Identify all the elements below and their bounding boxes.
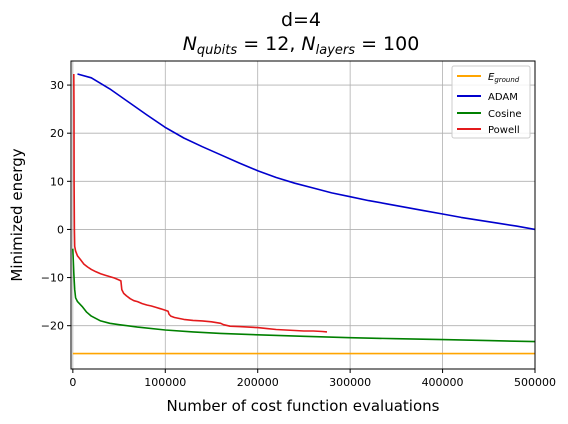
y-tick-label: 10 [50, 175, 64, 188]
subtitle-n1: N [183, 33, 197, 55]
legend: Eground ADAM Cosine Powell [451, 65, 531, 139]
x-tick-label: 300000 [329, 376, 371, 389]
subtitle-eq2: = 100 [355, 33, 419, 55]
subtitle-n2-sub: layers [316, 43, 356, 58]
legend-label-ground: Eground [488, 72, 520, 84]
x-axis-ticks: 0 100000 200000 300000 400000 500000 [69, 369, 556, 389]
y-axis-ticks: −20 −10 0 10 20 30 [41, 79, 71, 333]
series-line-powell [73, 73, 328, 333]
x-tick-label: 0 [69, 376, 76, 389]
legend-box [451, 65, 531, 139]
series-line-adam [77, 73, 536, 231]
legend-label-adam: ADAM [488, 92, 518, 103]
x-tick-label: 500000 [514, 376, 556, 389]
series-lines [72, 73, 536, 355]
legend-label-powell: Powell [488, 125, 520, 136]
y-axis-title: Minimized energy [8, 148, 26, 281]
legend-ground-sub: ground [494, 76, 519, 84]
series-line-cosine [72, 248, 536, 343]
chart-title: d=4 [281, 9, 321, 31]
x-axis-title: Number of cost function evaluations [167, 397, 440, 415]
y-tick-label: −10 [41, 272, 64, 285]
x-tick-label: 400000 [422, 376, 464, 389]
x-tick-label: 200000 [237, 376, 279, 389]
chart-subtitle: Nqubits = 12, Nlayers = 100 [183, 33, 420, 58]
y-tick-label: 20 [50, 127, 64, 140]
legend-label-cosine: Cosine [488, 109, 522, 120]
legend-ground-base: E [488, 72, 495, 83]
y-tick-label: 0 [57, 223, 64, 236]
y-tick-label: −20 [41, 320, 64, 333]
subtitle-n1-sub: qubits [197, 43, 237, 58]
plot-frame [70, 60, 536, 370]
subtitle-eq1: = 12, [237, 33, 301, 55]
y-tick-label: 30 [50, 79, 64, 92]
x-tick-label: 100000 [144, 376, 186, 389]
subtitle-n2: N [301, 33, 315, 55]
